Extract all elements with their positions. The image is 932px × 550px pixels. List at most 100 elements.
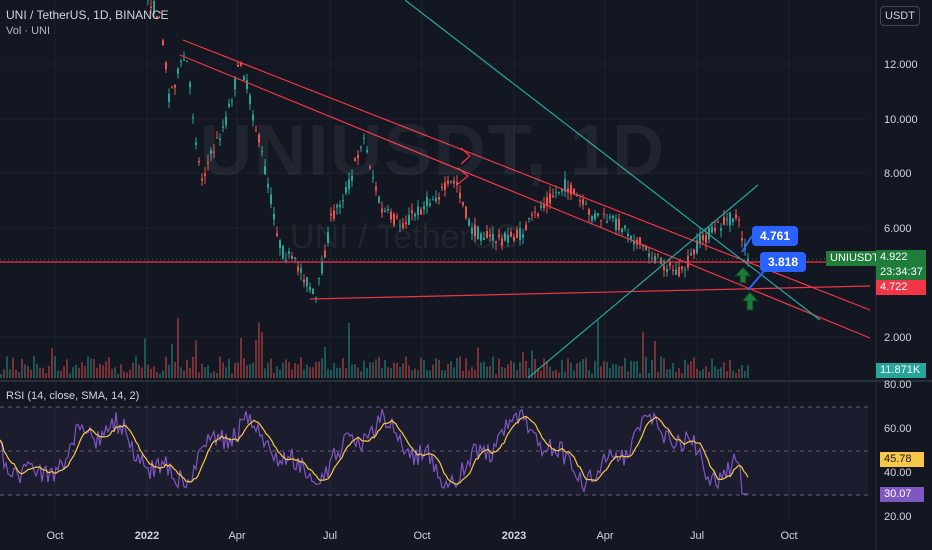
volume-bar — [171, 343, 173, 378]
candle-body — [456, 182, 458, 186]
rsi-sma-line — [0, 415, 749, 485]
volume-bar — [126, 372, 128, 378]
rsi-label[interactable]: RSI (14, close, SMA, 14, 2) — [6, 390, 140, 402]
candle-body — [444, 182, 446, 190]
candle-body — [672, 269, 674, 271]
candle-body — [471, 227, 473, 235]
candle-body — [519, 228, 521, 240]
volume-bar — [222, 362, 224, 378]
volume-bar — [63, 366, 65, 378]
candle-body — [735, 214, 737, 219]
volume-bar — [366, 367, 368, 378]
volume-bar — [414, 368, 416, 378]
volume-bar — [708, 371, 710, 378]
volume-bar — [360, 371, 362, 378]
last-price-tag: 4.922 — [876, 250, 926, 265]
candle-body — [567, 188, 569, 193]
candle-body — [393, 214, 395, 225]
volume-bar — [138, 364, 140, 378]
volume-bar — [726, 371, 728, 378]
volume-bar — [630, 360, 632, 378]
candle-body — [186, 60, 188, 63]
volume-bar — [21, 358, 23, 378]
candle-body — [537, 213, 539, 217]
candle-body — [681, 266, 683, 270]
candle-body — [171, 86, 173, 88]
candle-body — [210, 150, 212, 155]
volume-bar — [429, 370, 431, 378]
candle-body — [162, 40, 164, 45]
candle-body — [438, 197, 440, 200]
volume-bar — [108, 357, 110, 378]
candle-body — [345, 186, 347, 193]
volume-bar — [432, 364, 434, 378]
volume-bar — [678, 367, 680, 378]
volume-bar — [177, 317, 179, 378]
volume-bar — [309, 367, 311, 378]
volume-bar — [483, 361, 485, 378]
volume-bar — [150, 368, 152, 378]
candle-body — [255, 130, 257, 132]
candle-body — [534, 211, 536, 213]
candle-body — [594, 213, 596, 220]
candle-body — [249, 95, 251, 105]
volume-bar — [297, 364, 299, 378]
volume-bar — [624, 357, 626, 378]
volume-bar — [219, 356, 221, 378]
volume-bar — [228, 358, 230, 378]
volume-bar — [513, 362, 515, 378]
price-tick-label: 8.000 — [884, 168, 912, 180]
candle-body — [189, 82, 191, 88]
volume-bar — [252, 362, 254, 378]
symbol-title[interactable]: UNI / TetherUS, 1D, BINANCE — [6, 8, 169, 22]
volume-bar — [249, 364, 251, 378]
volume-bar — [537, 367, 539, 378]
candle-body — [291, 255, 293, 259]
candle-body — [615, 218, 617, 230]
volume-bar — [225, 367, 227, 378]
volume-bar — [90, 358, 92, 378]
volume-bar — [480, 362, 482, 378]
volume-bar — [258, 322, 260, 378]
candle-body — [720, 228, 722, 231]
volume-bar — [546, 361, 548, 378]
volume-bar — [684, 359, 686, 378]
candle-body — [183, 59, 185, 61]
currency-button[interactable]: USDT — [880, 6, 920, 26]
candle-body — [384, 210, 386, 212]
volume-bar — [465, 358, 467, 378]
volume-bar — [477, 347, 479, 378]
price-tick-label: 10.000 — [884, 114, 918, 126]
volume-bar — [399, 366, 401, 378]
volume-bar — [591, 373, 593, 378]
volume-bar — [396, 362, 398, 378]
callout-upper[interactable]: 4.761 — [752, 226, 799, 246]
candle-body — [417, 206, 419, 215]
up-arrow-icon — [733, 266, 753, 284]
candle-body — [630, 235, 632, 240]
volume-bar — [549, 366, 551, 378]
callout-lower[interactable]: 3.818 — [760, 252, 807, 272]
candle-body — [639, 237, 641, 245]
volume-label[interactable]: Vol · UNI — [6, 25, 51, 37]
volume-bar — [588, 370, 590, 378]
volume-bar — [168, 364, 170, 378]
rsi-line — [0, 408, 748, 495]
volume-bar — [27, 365, 29, 378]
candle-body — [561, 188, 563, 192]
volume-bar — [510, 360, 512, 378]
volume-bar — [498, 358, 500, 378]
volume-bar — [336, 367, 338, 378]
volume-bar — [561, 359, 563, 378]
candle-body — [705, 235, 707, 243]
volume-bar — [114, 367, 116, 378]
candle-body — [618, 219, 620, 231]
volume-bar — [6, 356, 8, 378]
volume-bar — [642, 331, 644, 378]
volume-bar — [411, 370, 413, 378]
volume-bar — [669, 369, 671, 378]
volume-bar — [231, 373, 233, 378]
candle-body — [711, 226, 713, 233]
